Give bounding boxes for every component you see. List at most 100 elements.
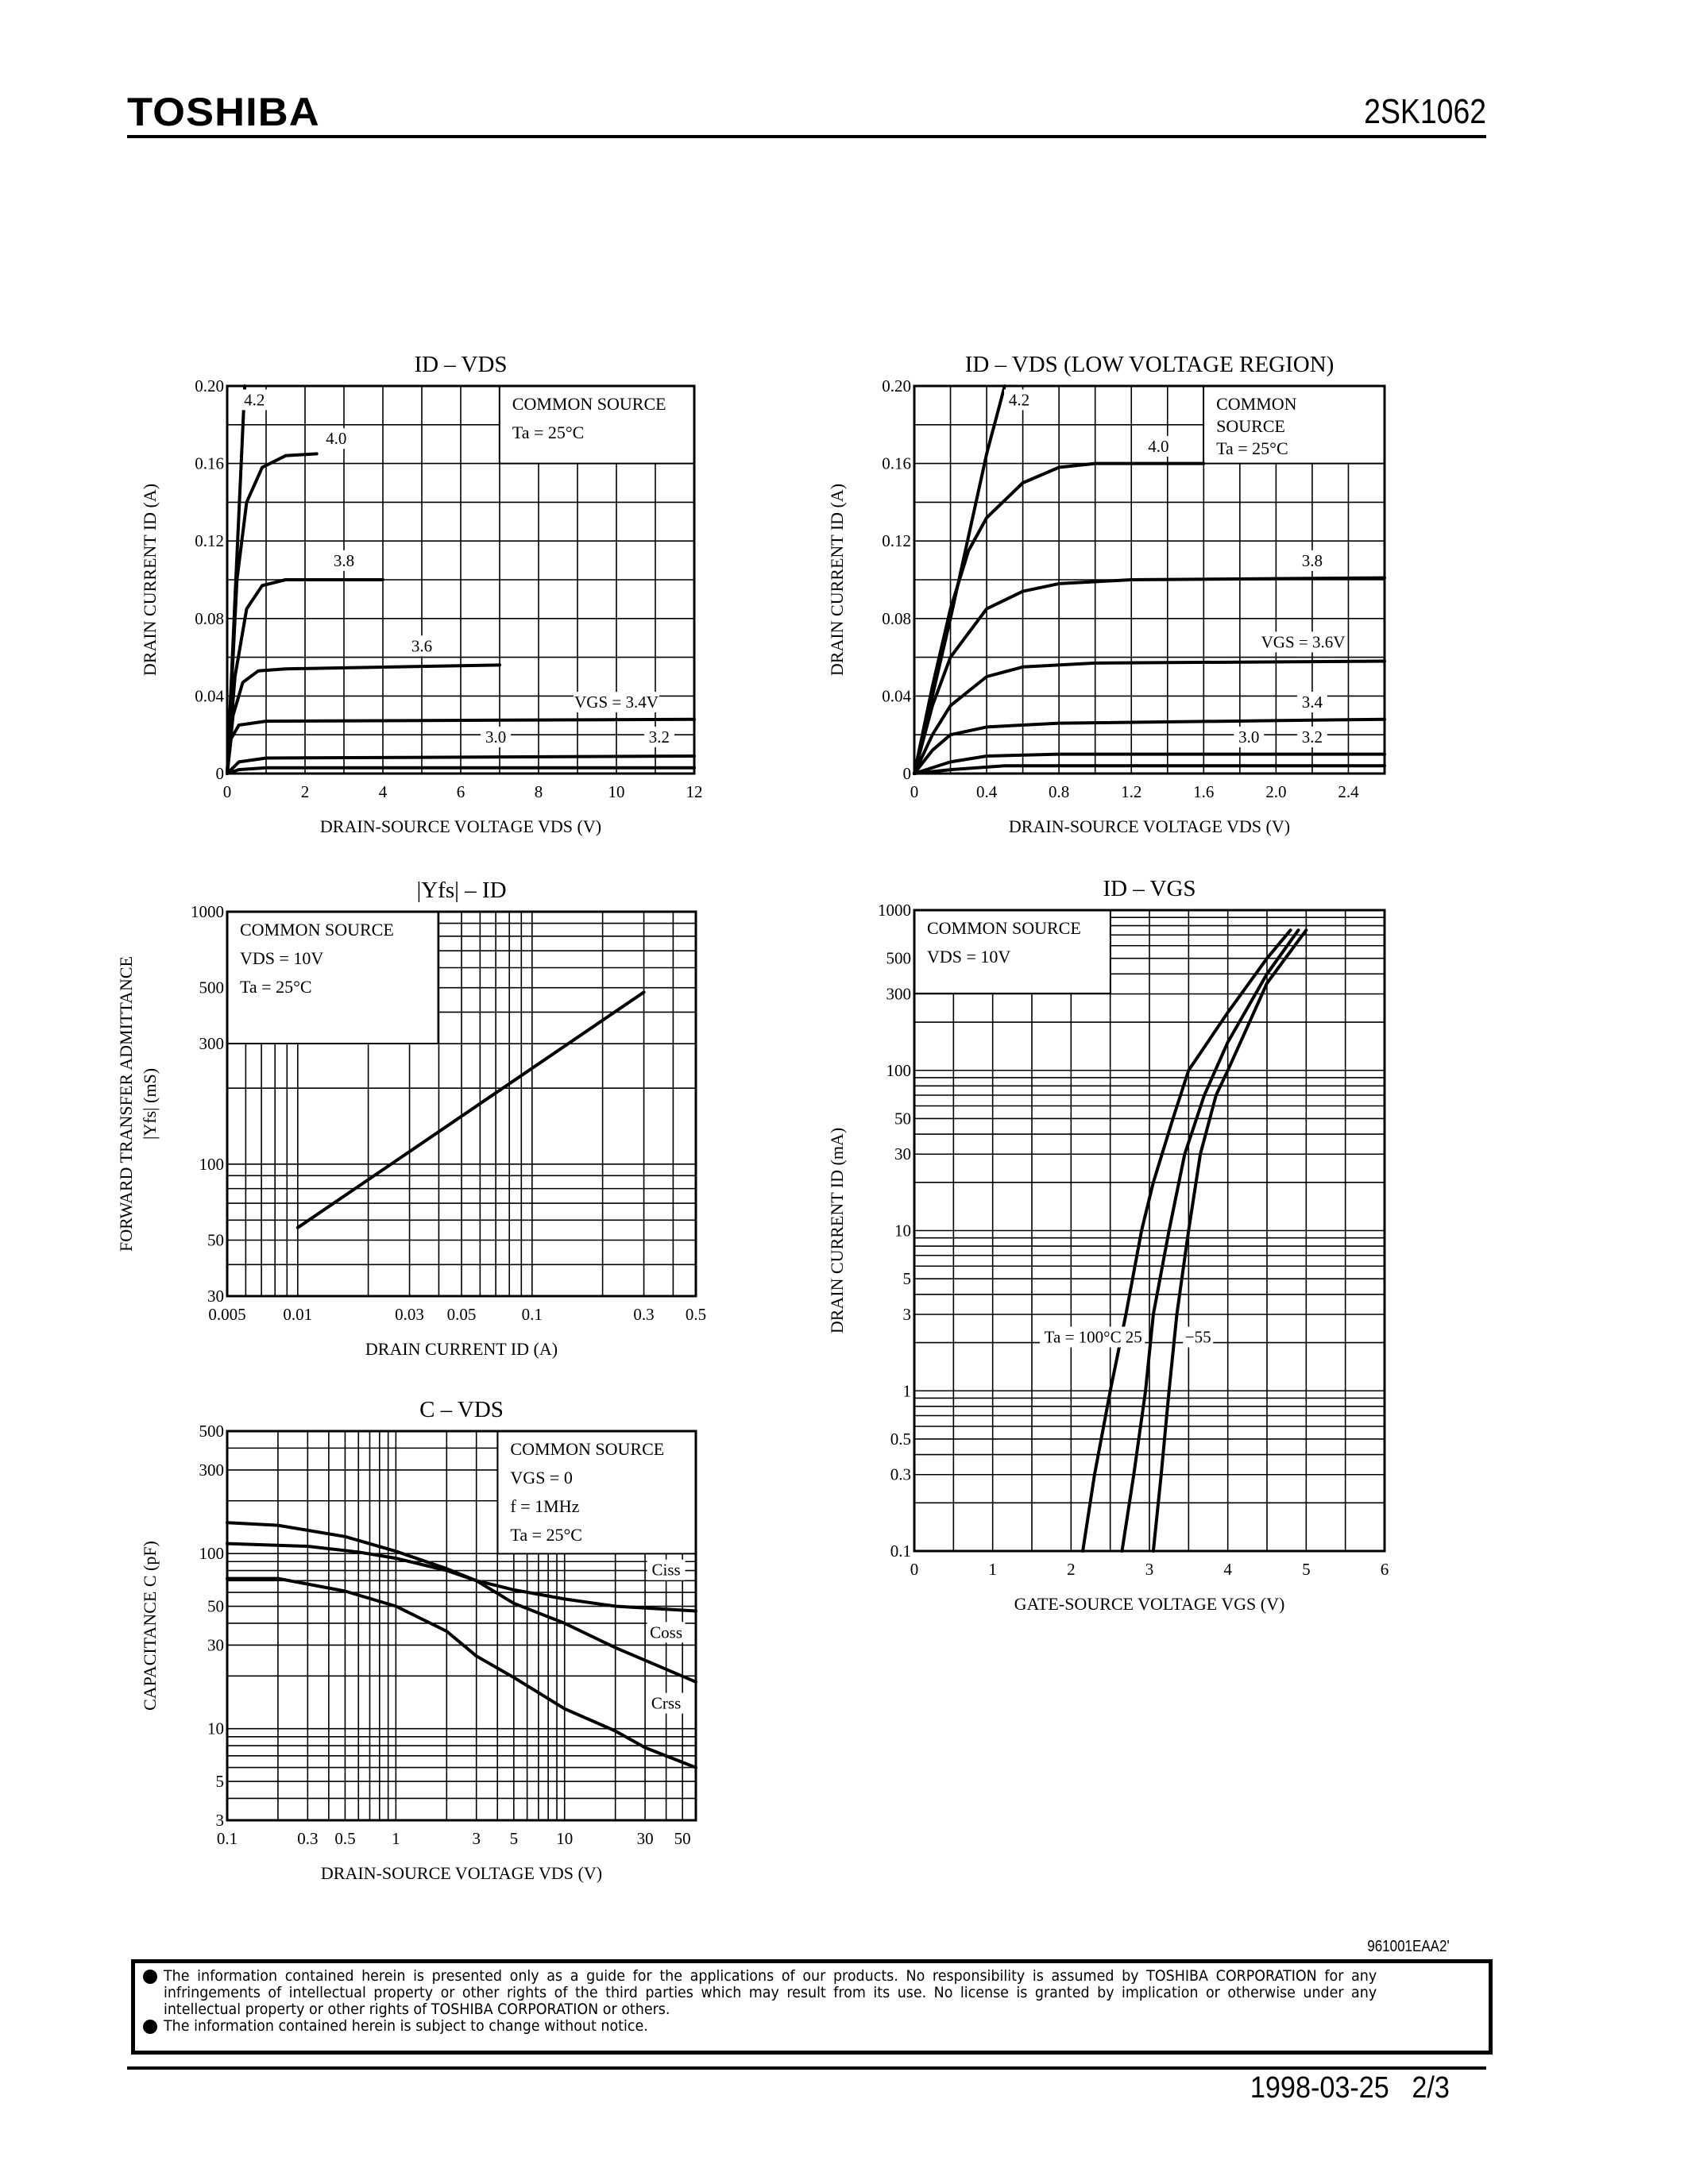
footer-date-page: 1998-03-25 2/3	[1250, 2071, 1450, 2105]
x-tick-label: 8	[535, 782, 543, 801]
series-label: 3.4	[1302, 693, 1323, 712]
series-label: Crss	[651, 1694, 681, 1713]
y-tick-label: 30	[894, 1144, 911, 1163]
series-line-2	[226, 1542, 697, 1684]
condition-text: COMMON SOURCE	[927, 918, 1081, 938]
x-axis-label: DRAIN CURRENT ID (A)	[365, 1339, 558, 1359]
x-tick-label: 0.5	[334, 1829, 355, 1848]
y-axis-label: CAPACITANCE C (pF)	[140, 1541, 160, 1711]
condition-text: COMMON SOURCE	[512, 394, 666, 414]
plot-frame	[226, 384, 696, 775]
series-label: 3.8	[334, 551, 354, 570]
notice-text: The information contained herein is pres…	[164, 1967, 1377, 2018]
y-axis-label: DRAIN CURRENT ID (mA)	[827, 1128, 847, 1333]
series-line-4	[913, 659, 1386, 775]
condition-text: COMMON SOURCE	[510, 1439, 664, 1459]
y-axis-label: DRAIN CURRENT ID (A)	[140, 484, 160, 676]
notice-box: The information contained herein is pres…	[131, 1959, 1493, 2055]
x-tick-label: 0	[910, 782, 919, 801]
chart-title: ID – VDS (LOW VOLTAGE REGION)	[965, 352, 1335, 377]
y-tick-label: 0.04	[882, 686, 911, 705]
x-tick-label: 0.01	[283, 1305, 312, 1324]
y-tick-label: 0.04	[195, 686, 224, 705]
part-number: 2SK1062	[1364, 92, 1486, 131]
bullet-icon	[143, 1970, 157, 1984]
y-tick-label: 300	[199, 1034, 225, 1053]
series-label-bg	[1296, 550, 1327, 571]
condition-text: VDS = 10V	[927, 947, 1010, 967]
chart-title: |Yfs| – ID	[416, 878, 506, 903]
series-line-2	[1120, 928, 1300, 1553]
series-line-2	[226, 452, 319, 775]
x-axis-label: GATE-SOURCE VOLTAGE VGS (V)	[1014, 1594, 1285, 1614]
header-rule	[127, 135, 1486, 138]
y-tick-label: 100	[199, 1544, 225, 1563]
x-tick-label: 10	[608, 782, 625, 801]
series-line-5	[913, 717, 1386, 775]
condition-text: Ta = 25°C	[510, 1525, 582, 1545]
y-tick-label: 0	[903, 764, 912, 783]
conditions-box	[496, 1430, 697, 1555]
y-tick-label: 100	[886, 1061, 912, 1080]
y-tick-label: 1	[903, 1381, 912, 1400]
series-label-bg	[329, 550, 359, 571]
series-label-bg	[481, 726, 512, 747]
x-tick-label: 4	[1223, 1560, 1232, 1579]
condition-text: VGS = 0	[510, 1468, 572, 1488]
series-label-bg	[1234, 726, 1265, 747]
x-tick-label: 0.4	[976, 782, 998, 801]
y-tick-label: 0.08	[195, 609, 224, 628]
series-label: 3.0	[485, 727, 506, 747]
plot-frame	[913, 384, 1386, 775]
y-tick-label: 0.20	[195, 376, 224, 396]
notice-text: The information contained herein is subj…	[164, 2017, 648, 2035]
condition-text: Ta = 25°C	[240, 977, 312, 997]
series-line-3	[913, 576, 1386, 775]
y-tick-label: 10	[894, 1221, 911, 1241]
x-tick-label: 5	[1302, 1560, 1311, 1579]
y-tick-label: 500	[199, 1422, 225, 1441]
x-tick-label: 0.3	[297, 1829, 318, 1848]
y-tick-label: 3	[903, 1305, 912, 1324]
series-label: 4.2	[1009, 390, 1029, 409]
x-tick-label: 3	[472, 1829, 481, 1848]
y-tick-label: 50	[894, 1109, 911, 1128]
x-tick-label: 1.2	[1121, 782, 1141, 801]
condition-text: Ta = 25°C	[512, 423, 585, 442]
notice-item: The information contained herein is pres…	[143, 1968, 1482, 2018]
series-label: 4.0	[1148, 437, 1168, 456]
series-label-bg	[1040, 1326, 1126, 1348]
series-label-bg	[321, 428, 352, 450]
series-label: 3.0	[1238, 727, 1259, 747]
series-label: VGS = 3.6V	[1261, 632, 1346, 651]
y-tick-label: 0	[216, 764, 225, 783]
y-tick-label: 0.16	[882, 454, 911, 473]
y-tick-label: 10	[207, 1719, 224, 1738]
y-tick-label: 30	[207, 1635, 224, 1654]
condition-text: COMMON	[1216, 394, 1297, 414]
plot-frame	[226, 1430, 697, 1822]
y-tick-label: 500	[886, 949, 912, 968]
x-tick-label: 50	[674, 1829, 691, 1848]
x-tick-label: 0.1	[217, 1829, 238, 1848]
series-label: Coss	[650, 1623, 682, 1642]
series-label-bg	[574, 692, 659, 713]
condition-text: SOURCE	[1216, 416, 1285, 436]
x-tick-label: 1.6	[1193, 782, 1214, 801]
x-tick-label: 0.005	[208, 1305, 245, 1324]
y-tick-label: 500	[199, 978, 225, 997]
y-tick-label: 30	[207, 1287, 224, 1306]
condition-text: f = 1MHz	[510, 1496, 579, 1516]
x-tick-label: 30	[637, 1829, 654, 1848]
date: 1998-03-25	[1250, 2071, 1389, 2105]
series-label-bg	[239, 389, 270, 411]
x-tick-label: 0.1	[522, 1305, 543, 1324]
page-number: 2/3	[1412, 2071, 1450, 2105]
x-tick-label: 1	[392, 1829, 400, 1848]
chart-title: ID – VGS	[1103, 876, 1196, 901]
y-tick-label: 1000	[878, 901, 911, 920]
toshiba-logo: TOSHIBA	[127, 90, 320, 134]
